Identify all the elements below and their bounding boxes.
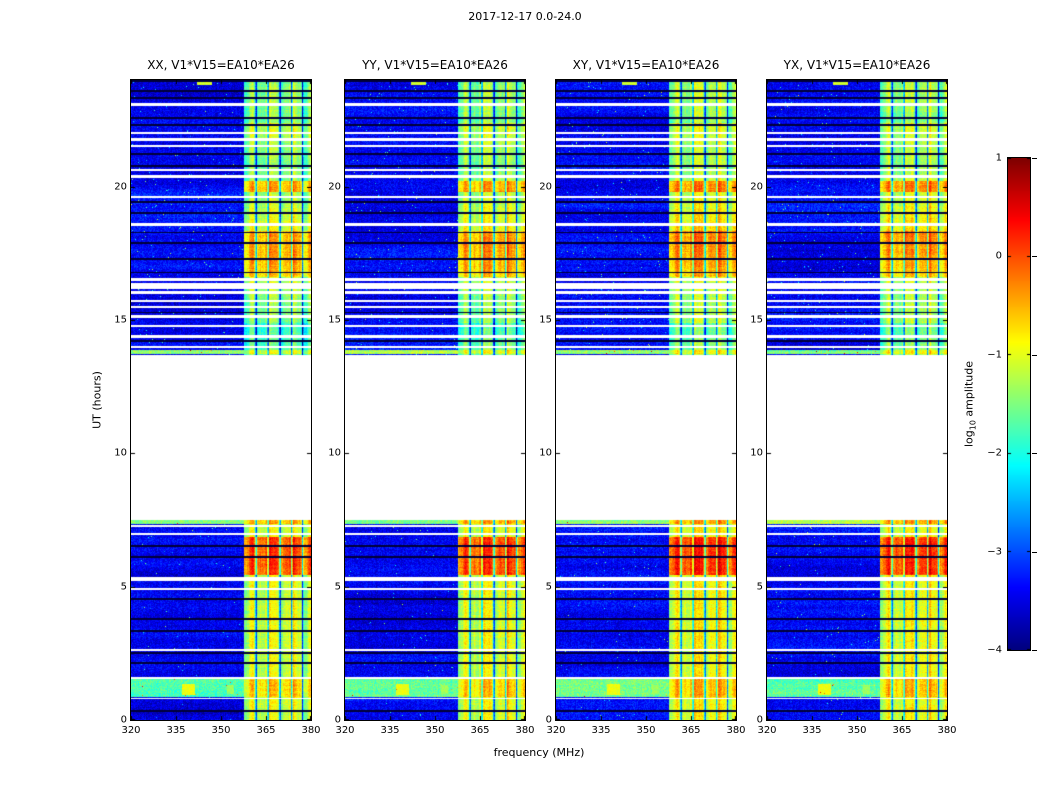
x-tick-label: 320: [335, 725, 355, 736]
x-tick-label: 365: [681, 725, 701, 736]
y-tick-label: 5: [756, 581, 763, 593]
x-tick-label: 350: [211, 725, 231, 736]
colorbar-label-suffix: amplitude: [962, 360, 976, 421]
y-tick-label: 15: [750, 314, 763, 326]
spectrogram-yx: [767, 80, 947, 720]
colorbar-tick-mark: [1032, 354, 1037, 356]
figure-title: 2017-12-17 0.0-24.0: [468, 10, 582, 23]
x-tick-label: 380: [301, 725, 321, 736]
colorbar-tick-label: −3: [987, 546, 1002, 558]
spectrogram-xy: [556, 80, 736, 720]
x-axis-label: frequency (MHz): [493, 746, 585, 759]
x-tick-label: 365: [470, 725, 490, 736]
colorbar-tick-label: −2: [987, 447, 1002, 459]
panel-yy: [344, 79, 526, 721]
colorbar-tick-label: 1: [995, 152, 1002, 164]
spectrogram-yy: [345, 80, 525, 720]
y-tick-label: 15: [114, 314, 127, 326]
x-tick-label: 350: [425, 725, 445, 736]
panel-title-xx: XX, V1*V15=EA10*EA26: [147, 58, 295, 72]
panel-xy: [555, 79, 737, 721]
y-tick-label: 0: [120, 714, 127, 726]
y-tick-label: 5: [334, 581, 341, 593]
y-axis-label: UT (hours): [90, 371, 104, 429]
x-tick-label: 365: [256, 725, 276, 736]
spectrogram-xx: [131, 80, 311, 720]
y-tick-label: 20: [750, 181, 763, 193]
y-tick-label: 5: [120, 581, 127, 593]
x-tick-label: 320: [757, 725, 777, 736]
x-tick-label: 335: [380, 725, 400, 736]
y-tick-label: 15: [539, 314, 552, 326]
colorbar-tick-mark: [1032, 453, 1037, 455]
panel-title-yy: YY, V1*V15=EA10*EA26: [362, 58, 508, 72]
colorbar-label-sub: 10: [968, 420, 978, 431]
colorbar-tick-label: −4: [987, 644, 1002, 656]
x-tick-label: 365: [892, 725, 912, 736]
y-tick-label: 0: [545, 714, 552, 726]
y-tick-label: 5: [545, 581, 552, 593]
x-tick-label: 335: [802, 725, 822, 736]
colorbar-tick-label: 0: [995, 250, 1002, 262]
y-tick-label: 0: [756, 714, 763, 726]
panel-yx: [766, 79, 948, 721]
x-tick-label: 380: [726, 725, 746, 736]
x-tick-label: 380: [937, 725, 957, 736]
colorbar-tick-mark: [1032, 650, 1037, 651]
y-tick-label: 20: [328, 181, 341, 193]
x-tick-label: 380: [515, 725, 535, 736]
x-tick-label: 320: [121, 725, 141, 736]
colorbar-gradient: [1008, 158, 1030, 650]
y-tick-label: 20: [539, 181, 552, 193]
y-tick-label: 20: [114, 181, 127, 193]
y-tick-label: 10: [328, 447, 341, 459]
y-tick-label: 10: [114, 447, 127, 459]
panel-title-yx: YX, V1*V15=EA10*EA26: [783, 58, 931, 72]
panel-xx: [130, 79, 312, 721]
y-tick-label: 10: [539, 447, 552, 459]
colorbar-axis-label: log10 amplitude: [962, 361, 977, 447]
x-tick-label: 350: [636, 725, 656, 736]
x-tick-label: 335: [166, 725, 186, 736]
x-tick-label: 320: [546, 725, 566, 736]
y-tick-label: 10: [750, 447, 763, 459]
colorbar-label-prefix: log: [962, 430, 976, 448]
panel-title-xy: XY, V1*V15=EA10*EA26: [572, 58, 720, 72]
colorbar-tick-mark: [1032, 551, 1037, 553]
colorbar-tick-mark: [1032, 158, 1037, 159]
colorbar: [1007, 157, 1031, 651]
colorbar-tick-label: −1: [987, 349, 1002, 361]
colorbar-tick-mark: [1032, 256, 1037, 258]
y-tick-label: 0: [334, 714, 341, 726]
y-tick-label: 15: [328, 314, 341, 326]
x-tick-label: 335: [591, 725, 611, 736]
x-tick-label: 350: [847, 725, 867, 736]
